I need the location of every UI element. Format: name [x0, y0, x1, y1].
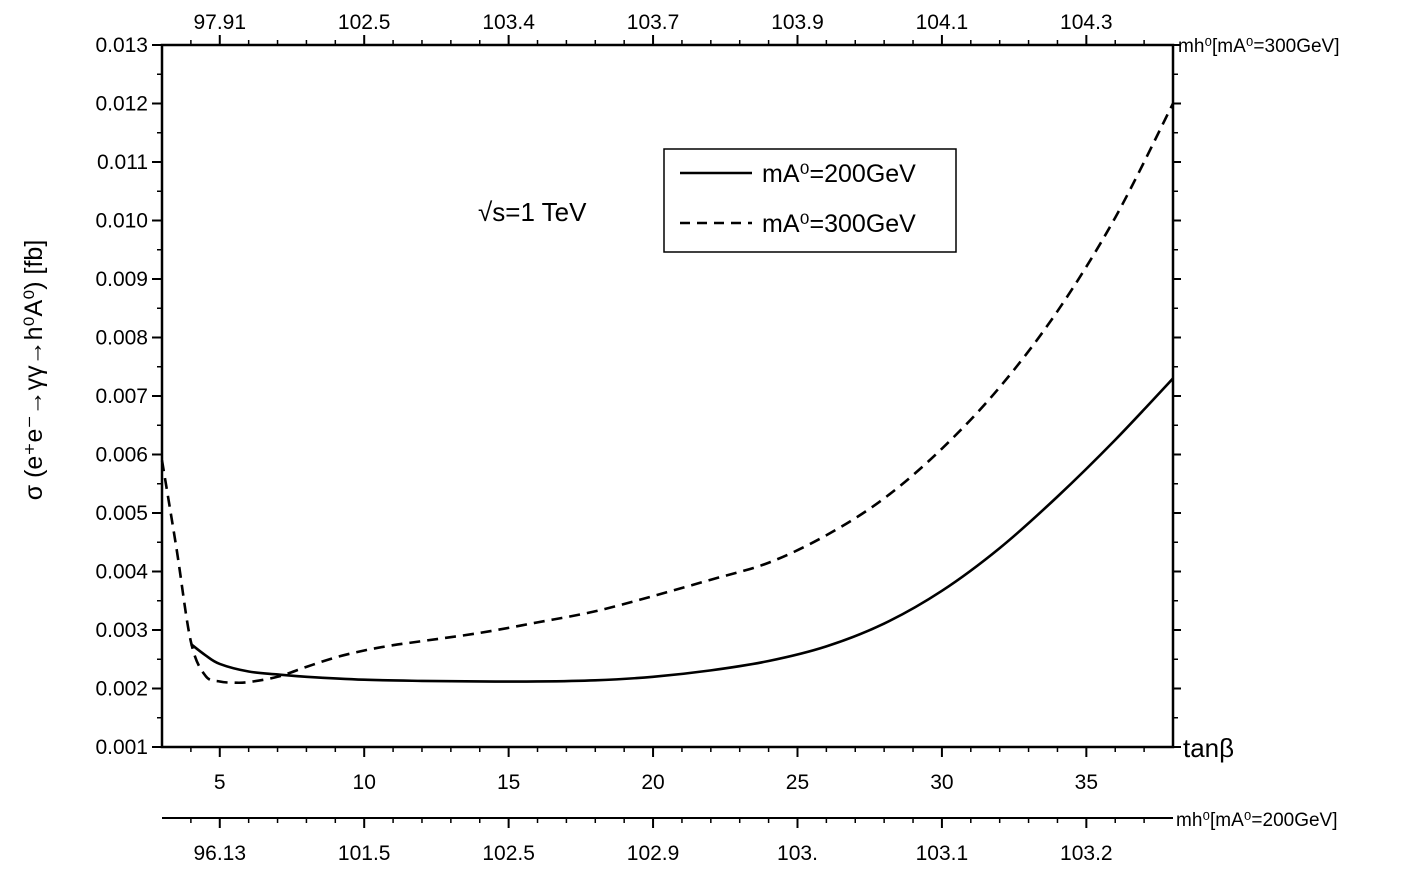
extra-tick-label: 103.1: [916, 842, 969, 865]
legend-label-mA200: mA⁰=200GeV: [762, 160, 916, 188]
top-tick-label: 102.5: [338, 11, 391, 34]
extra-tick-label: 96.13: [193, 842, 246, 865]
top-tick-label: 104.1: [916, 11, 969, 34]
y-tick-label: 0.008: [95, 327, 148, 350]
extra-tick-label: 103.2: [1060, 842, 1113, 865]
top-tick-label: 97.91: [193, 11, 246, 34]
extra-axis-label: mh⁰[mA⁰=200GeV]: [1176, 810, 1338, 831]
x-tick-label: 25: [786, 771, 809, 794]
series-line-mA300: [160, 102, 1175, 685]
y-tick-label: 0.009: [95, 268, 148, 291]
y-tick-label: 0.004: [95, 561, 148, 584]
x-tick-label: 30: [930, 771, 953, 794]
extra-tick-label: 102.5: [482, 842, 535, 865]
legend-label-mA300: mA⁰=300GeV: [762, 210, 916, 238]
top-tick-label: 103.4: [482, 11, 535, 34]
series-line-mA200: [190, 377, 1174, 683]
y-tick-label: 0.007: [95, 385, 148, 408]
y-tick-label: 0.003: [95, 619, 148, 642]
y-axis-ticks: 0.001 0.002 0.003 0.004 0.005 0.006 0.007 0.008…: [95, 34, 1181, 759]
y-axis-label: σ (e⁺e⁻→γγ→h⁰A⁰) [fb]: [20, 240, 48, 501]
y-tick-label: 0.002: [95, 678, 148, 701]
x-tick-label: 10: [353, 771, 376, 794]
extra-tick-label: 103.: [777, 842, 818, 865]
x-tick-label: 35: [1075, 771, 1098, 794]
extra-tick-label: 102.9: [627, 842, 680, 865]
y-tick-label: 0.006: [95, 444, 148, 467]
top-axis-label: mh⁰[mA⁰=300GeV]: [1178, 36, 1340, 57]
extra-axis-ticks: 96.13 101.5 102.5 102.9 103. 103.1 103.2: [190, 818, 1145, 865]
energy-annotation: √s=1 TeV: [478, 197, 587, 227]
x-tick-label: 20: [641, 771, 664, 794]
x-tick-label: 5: [214, 771, 226, 794]
y-tick-label: 0.013: [95, 34, 148, 57]
y-tick-label: 0.005: [95, 502, 148, 525]
y-tick-label: 0.012: [95, 93, 148, 116]
x-axis-ticks: 5 10 15 20 25 30 35: [190, 747, 1145, 794]
x-axis-label: tanβ: [1183, 733, 1234, 763]
x-tick-label: 15: [497, 771, 520, 794]
top-tick-label: 103.7: [627, 11, 680, 34]
y-tick-label: 0.010: [95, 210, 148, 233]
top-tick-label: 103.9: [771, 11, 824, 34]
legend: mA⁰=200GeV mA⁰=300GeV: [663, 148, 957, 253]
legend-box: [663, 148, 957, 253]
extra-tick-label: 101.5: [338, 842, 391, 865]
y-tick-label: 0.011: [97, 151, 148, 174]
series-layer: [160, 102, 1175, 685]
top-axis-ticks: 97.91 102.5 103.4 103.7 103.9 104.1 104.3: [190, 11, 1145, 45]
y-tick-label: 0.001: [95, 736, 148, 759]
top-tick-label: 104.3: [1060, 11, 1113, 34]
